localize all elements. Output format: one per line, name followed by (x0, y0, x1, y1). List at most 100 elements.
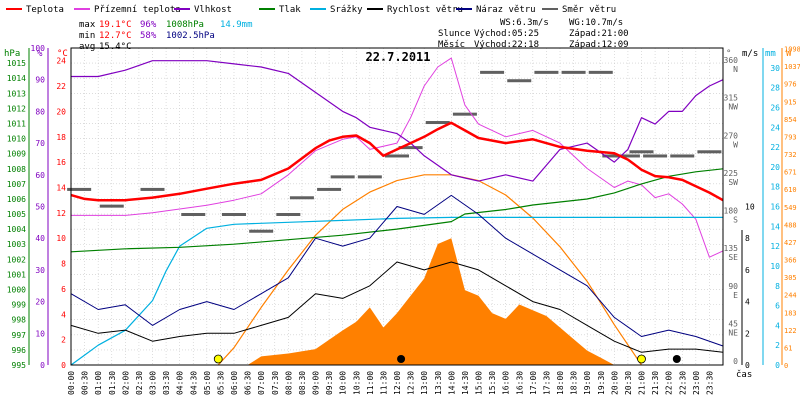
tick-pressure: 1002 (7, 255, 26, 264)
direction-mark (507, 79, 532, 83)
direction-mark (140, 187, 165, 191)
tick-pressure: 1003 (7, 240, 26, 249)
legend-label: Přízemní teplota (94, 5, 181, 15)
moonset-icon (397, 355, 406, 363)
tick-pressure: 1012 (7, 104, 26, 113)
tick-solar: 549 (784, 204, 797, 212)
tick-pressure: 1014 (7, 74, 26, 83)
legend-label: Tlak (279, 5, 301, 15)
sun-moon-block: WS:6.3m/s WG:10.7m/s Slunce Východ:05:25… (438, 18, 629, 50)
series-temperature (70, 121, 724, 202)
tick-solar: 244 (784, 292, 797, 300)
tick-temperature: 10 (56, 234, 66, 243)
direction-mark (643, 154, 668, 158)
tick-solar: 305 (784, 274, 797, 282)
tick-direction: 360 (724, 56, 739, 65)
tick-direction: 0 (733, 357, 738, 366)
tick-pressure: 1005 (7, 210, 26, 219)
tick-time: 10:00 (339, 371, 348, 395)
tick-rain: 22 (770, 143, 780, 152)
tick-direction-name: SE (728, 253, 738, 262)
tick-direction-name: S (733, 216, 738, 225)
tick-wind: 10 (745, 203, 755, 212)
tick-pressure: 1008 (7, 165, 26, 174)
stat-avg-temp: 15.4°C (99, 42, 132, 52)
tick-temperature: 0 (61, 361, 66, 370)
unit-temp: °C (57, 49, 68, 59)
unit-time: čas (736, 369, 752, 380)
plot-area (67, 57, 724, 366)
unit-rain: mm (765, 49, 776, 59)
direction-mark (289, 196, 314, 200)
tick-time: 00:30 (81, 371, 90, 395)
tick-temperature: 12 (56, 209, 66, 218)
tick-time: 08:00 (284, 371, 293, 395)
tick-humidity: 30 (35, 266, 45, 275)
tick-time: 04:00 (176, 371, 185, 395)
direction-mark (249, 229, 274, 233)
tick-solar: 976 (784, 81, 797, 89)
legend-label: Srážky (330, 5, 363, 15)
tick-humidity: 90 (35, 76, 45, 85)
tick-rain: 16 (770, 203, 780, 212)
series-wind (70, 261, 724, 353)
direction-mark (480, 70, 505, 74)
stat-min-label: min (79, 31, 95, 41)
stat-max-press: 1008hPa (166, 20, 204, 30)
tick-time: 17:00 (529, 371, 538, 395)
direction-mark (357, 175, 382, 179)
plot-frame (70, 47, 724, 366)
tick-rain: 28 (770, 84, 780, 93)
tick-time: 02:00 (121, 371, 130, 395)
stat-min-press: 1002.5hPa (166, 31, 215, 41)
tick-pressure: 995 (12, 361, 27, 370)
sunrise-icon (213, 354, 223, 364)
tick-humidity: 50 (35, 203, 45, 212)
stat-min-hum: 58% (140, 31, 157, 41)
legend-label: Rychlost větru (387, 5, 463, 15)
tick-time: 04:30 (189, 371, 198, 395)
tick-wind: 0 (745, 361, 750, 370)
tick-time: 11:30 (379, 371, 388, 395)
tick-time: 20:00 (610, 371, 619, 395)
tick-solar: 1098 (784, 46, 800, 54)
direction-mark (629, 150, 654, 154)
tick-pressure: 998 (12, 316, 27, 325)
tick-rain: 18 (770, 183, 780, 192)
tick-wind: 8 (745, 234, 750, 243)
tick-time: 12:30 (407, 371, 416, 395)
direction-mark (615, 154, 640, 158)
unit-dir: ° (726, 49, 731, 59)
tick-humidity: 100 (31, 44, 46, 53)
tick-time: 11:00 (366, 371, 375, 395)
tick-time: 15:00 (475, 371, 484, 395)
tick-time: 05:00 (203, 371, 212, 395)
tick-rain: 30 (770, 64, 780, 73)
tick-solar: 427 (784, 239, 797, 247)
stats-block: max 19.1°C 96% 1008hPa 14.9mm min 12.7°C… (79, 20, 253, 52)
tick-direction-name: NW (728, 103, 738, 112)
unit-power: W (786, 49, 792, 59)
tick-humidity: 70 (35, 139, 45, 148)
tick-solar: 854 (784, 116, 797, 124)
tick-solar: 793 (784, 133, 797, 141)
tick-time: 06:30 (244, 371, 253, 395)
stat-max-rain: 14.9mm (220, 20, 253, 30)
tick-rain: 2 (775, 341, 780, 350)
tick-time: 00:00 (67, 371, 76, 395)
tick-solar: 610 (784, 186, 797, 194)
series-rain (70, 216, 723, 366)
tick-direction: 45 (728, 319, 738, 328)
tick-pressure: 1007 (7, 180, 26, 189)
tick-temperature: 2 (61, 336, 66, 345)
tick-time: 16:00 (502, 371, 511, 395)
direction-mark (670, 154, 695, 158)
tick-time: 06:00 (230, 371, 239, 395)
tick-time: 21:30 (651, 371, 660, 395)
tick-time: 03:00 (149, 371, 158, 395)
tick-pressure: 1011 (7, 119, 26, 128)
direction-mark (99, 204, 124, 208)
tick-pressure: 1006 (7, 195, 26, 204)
tick-time: 09:00 (312, 371, 321, 395)
tick-pressure: 997 (12, 331, 27, 340)
